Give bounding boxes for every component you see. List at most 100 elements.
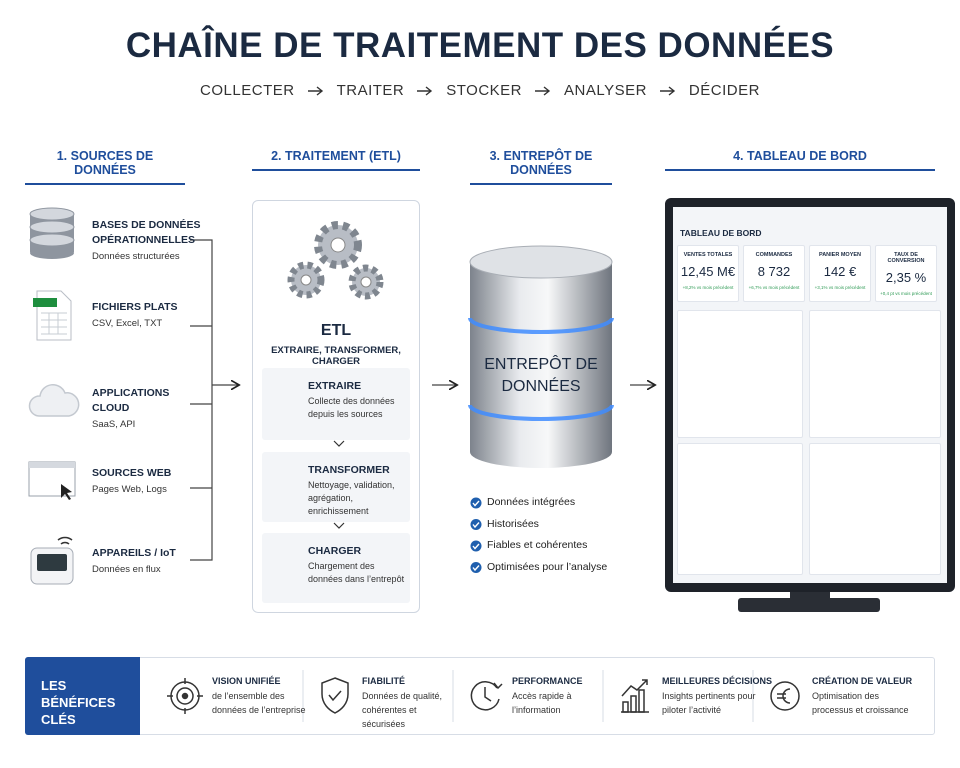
source: SOURCES WEB Pages Web, Logs <box>92 466 202 495</box>
benefit-title: FIABILITÉ <box>362 676 405 686</box>
source-description: SaaS, API <box>92 419 136 430</box>
source-description: Données structurées <box>92 251 180 262</box>
main-title: CHAÎNE DE TRAITEMENT DES DONNÉES <box>125 26 835 65</box>
kpi-label: COMMANDES <box>755 252 793 258</box>
decoration <box>333 440 345 529</box>
step: ANALYSER <box>564 82 647 99</box>
source-icon <box>33 290 72 341</box>
kpi-label: PANIER MOYEN <box>818 252 862 258</box>
dashboard-card <box>677 443 803 575</box>
source-icon <box>29 207 75 259</box>
dashboard-card: TAUX DE CONVERSION 2,35 % +0,4 pt vs mois … <box>875 245 937 302</box>
decoration <box>470 436 612 468</box>
benefit-description: Insights pertinents pour piloter l’activ… <box>662 691 756 715</box>
kpi-label: TAUX DE CONVERSION <box>887 252 925 264</box>
warehouse-feature: Optimisées pour l’analyse <box>487 560 608 573</box>
check-icon <box>470 540 482 552</box>
kpi-delta: +3,1% vs mois précédent <box>814 285 866 290</box>
benefit: CRÉATION DE VALEUR Optimisation des proce… <box>812 676 912 717</box>
step-arrow <box>307 85 323 96</box>
decoration <box>61 484 72 500</box>
decoration <box>470 519 482 530</box>
decoration <box>470 540 482 552</box>
step-arrow <box>659 85 676 96</box>
source-title: BASES DE DONNÉES OPÉRATIONNELLES <box>92 219 201 246</box>
section-header: 1. SOURCES DE DONNÉES <box>25 149 185 185</box>
decoration <box>472 500 480 507</box>
source-title: SOURCES WEB <box>92 467 172 479</box>
dashboard-card <box>677 310 803 438</box>
decoration <box>770 681 800 711</box>
decoration <box>181 692 189 700</box>
dashboard-card: COMMANDES 8 732 +6,7% vs mois précédent <box>743 245 805 302</box>
step-description: Nettoyage, validation, agrégation, enric… <box>308 480 395 516</box>
kpi-value: 12,45 M€ <box>680 264 736 279</box>
kpi-delta: +8,2% vs mois précédent <box>682 285 734 290</box>
decoration <box>30 247 74 259</box>
decoration <box>328 690 342 702</box>
etl-step-panel <box>262 368 410 440</box>
decoration <box>469 245 613 279</box>
source: BASES DE DONNÉES OPÉRATIONNELLES Données … <box>92 218 202 262</box>
decoration <box>790 590 830 600</box>
section-header: 4. TABLEAU DE BORD <box>665 149 935 171</box>
benefit: MEILLEURES DÉCISIONS Insights pertinents … <box>662 676 772 717</box>
decoration <box>190 239 213 561</box>
benefit: FIABILITÉ Données de qualité, cohérentes … <box>362 676 462 731</box>
decoration <box>321 677 349 714</box>
dashboard-card: PANIER MOYEN 142 € +3,1% vs mois précédent <box>809 245 871 302</box>
step-arrow <box>535 85 551 96</box>
dashboard-card <box>809 310 941 438</box>
decoration <box>484 687 492 702</box>
decoration <box>493 682 503 690</box>
benefit-icon <box>321 677 349 714</box>
decoration <box>777 688 791 704</box>
benefit-title: CRÉATION DE VALEUR <box>812 676 913 686</box>
dashboard-card <box>809 443 941 575</box>
warehouse-label: ENTREPÔT DE DONNÉES <box>484 356 598 395</box>
step-description: Chargement des données dans l’entrepôt <box>308 561 405 584</box>
warehouse-feature: Données intégrées <box>487 496 576 508</box>
decoration <box>622 701 629 713</box>
etl-step-panel <box>262 533 410 603</box>
benefit-icon <box>167 678 203 714</box>
kpi-delta: +6,7% vs mois précédent <box>748 285 800 290</box>
decoration <box>470 562 482 573</box>
decoration <box>176 687 194 705</box>
source: APPAREILS / IoT Données en flux <box>92 546 202 575</box>
step-title: CHARGER <box>308 545 362 557</box>
benefits-bar <box>25 657 935 735</box>
decoration <box>738 598 880 612</box>
decoration <box>41 312 67 335</box>
decoration <box>417 85 433 96</box>
decoration <box>29 207 75 259</box>
source: APPLICATIONS CLOUD SaaS, API <box>92 386 202 430</box>
benefit-title: VISION UNIFIÉE <box>212 676 281 686</box>
source-title: FICHIERS PLATS <box>92 301 178 313</box>
decoration <box>29 220 75 234</box>
step: TRAITER <box>336 82 405 99</box>
decoration <box>29 462 75 468</box>
benefit-description: Optimisation des processus et croissance <box>812 691 909 715</box>
decoration <box>29 207 75 221</box>
source-icon <box>28 384 80 417</box>
etl-title: ETL <box>320 322 352 339</box>
source-description: Données en flux <box>92 564 161 575</box>
benefit-icon <box>770 681 800 711</box>
decoration <box>37 554 67 571</box>
source-icon <box>30 536 74 585</box>
decoration <box>621 679 648 697</box>
source-description: CSV, Excel, TXT <box>92 318 163 329</box>
benefit-title: MEILLEURES DÉCISIONS <box>662 676 773 686</box>
decoration <box>468 317 614 334</box>
decoration <box>630 695 637 713</box>
decoration <box>29 233 75 247</box>
benefit-icons <box>167 670 800 722</box>
step: STOCKER <box>446 82 522 99</box>
source-title: APPAREILS / IoT <box>92 547 176 559</box>
decoration <box>167 678 203 714</box>
kpi-value: 8 732 <box>757 264 791 279</box>
warehouse-feature: Historisées <box>487 517 539 530</box>
step: DÉCIDER <box>688 82 760 99</box>
